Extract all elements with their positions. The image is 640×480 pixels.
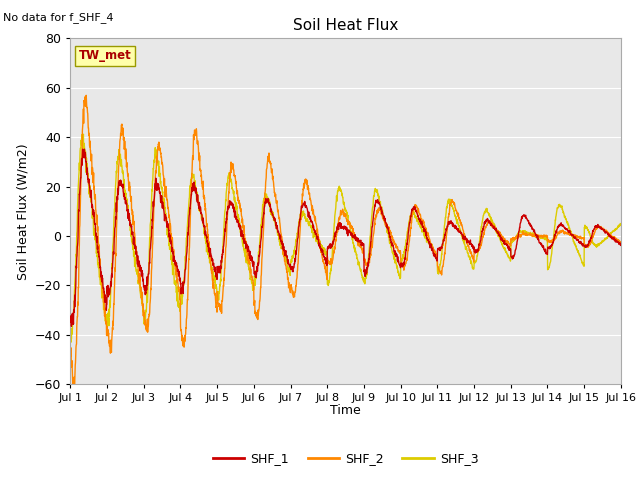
SHF_3 xyxy=(67,339,75,345)
SHF_3 xyxy=(584,228,592,233)
SHF_2 xyxy=(584,243,592,249)
SHF_2 xyxy=(374,210,381,216)
Y-axis label: Soil Heat Flux (W/m2): Soil Heat Flux (W/m2) xyxy=(17,143,29,279)
SHF_3 xyxy=(617,222,625,228)
X-axis label: Time: Time xyxy=(330,405,361,418)
SHF_1 xyxy=(68,324,76,329)
SHF_1 xyxy=(374,197,381,203)
SHF_1 xyxy=(584,242,592,248)
Title: Soil Heat Flux: Soil Heat Flux xyxy=(293,18,398,33)
SHF_2 xyxy=(617,240,625,245)
SHF_2 xyxy=(506,241,514,247)
SHF_1 xyxy=(81,146,88,152)
SHF_1 xyxy=(569,232,577,238)
SHF_3 xyxy=(506,255,514,261)
SHF_2 xyxy=(67,352,74,358)
SHF_3 xyxy=(79,132,87,137)
Text: TW_met: TW_met xyxy=(79,49,131,62)
Line: SHF_1: SHF_1 xyxy=(70,149,621,326)
SHF_3 xyxy=(362,276,370,281)
SHF_1 xyxy=(617,241,625,247)
SHF_1 xyxy=(67,319,74,325)
SHF_3 xyxy=(374,191,381,196)
Text: No data for f_SHF_4: No data for f_SHF_4 xyxy=(3,12,114,23)
Line: SHF_2: SHF_2 xyxy=(70,96,621,386)
SHF_1 xyxy=(506,246,514,252)
Legend: SHF_1, SHF_2, SHF_3: SHF_1, SHF_2, SHF_3 xyxy=(207,447,484,470)
SHF_2 xyxy=(362,260,370,265)
SHF_3 xyxy=(569,235,577,240)
SHF_2 xyxy=(221,270,228,276)
SHF_1 xyxy=(221,235,228,240)
SHF_2 xyxy=(70,384,78,389)
SHF_1 xyxy=(362,268,370,274)
SHF_3 xyxy=(221,216,228,222)
SHF_2 xyxy=(569,232,577,238)
Line: SHF_3: SHF_3 xyxy=(70,134,621,342)
SHF_3 xyxy=(67,335,74,340)
SHF_2 xyxy=(83,93,90,98)
